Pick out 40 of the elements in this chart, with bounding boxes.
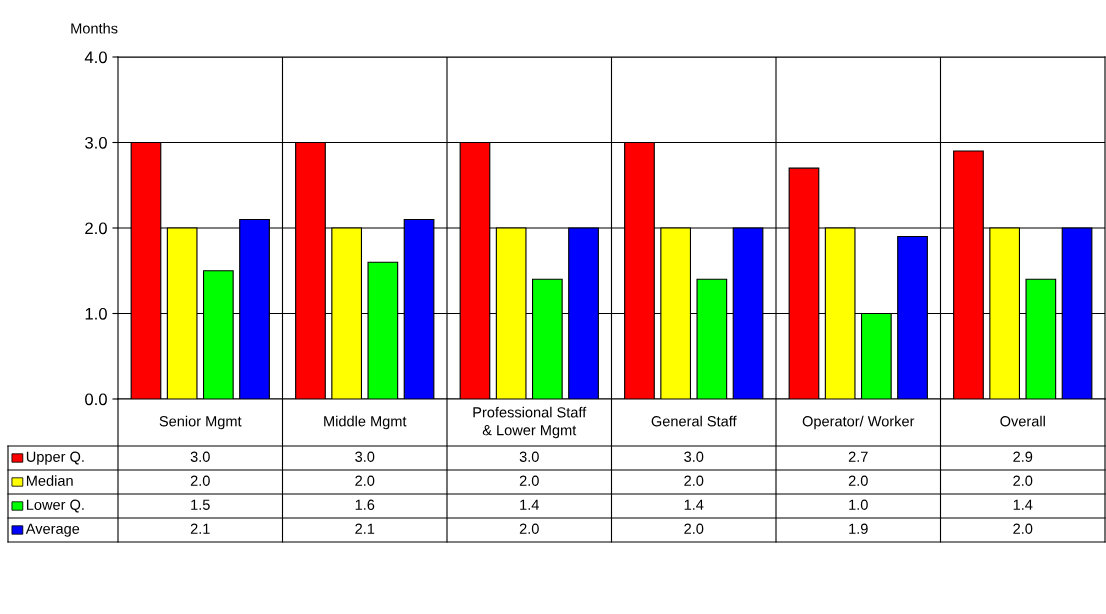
data-label: 2.0 — [1013, 475, 1033, 486]
data-label: 1.9 — [849, 523, 868, 534]
data-label: 2.0 — [684, 475, 704, 486]
data-label: 1.4 — [684, 499, 704, 510]
x-tick-label: General Staff — [651, 415, 737, 427]
data-label: 2.1 — [355, 523, 375, 534]
x-tick-label: Middle Mgmt — [324, 415, 407, 430]
data-label: 2.1 — [190, 523, 210, 534]
x-tick-label: Senior Mgmt — [159, 415, 242, 430]
data-label: 1.4 — [520, 499, 539, 510]
data-label: 1.0 — [849, 499, 868, 510]
data-label: 3.0 — [684, 451, 704, 462]
legend-label: Median — [26, 475, 73, 486]
y-tick-label: 4.0 — [84, 51, 107, 64]
data-label: 3.0 — [355, 451, 375, 462]
y-tick-label: 2.0 — [85, 222, 107, 235]
y-axis-title: Months — [71, 22, 118, 34]
data-label: 2.9 — [1013, 451, 1033, 462]
data-label: 1.6 — [355, 499, 375, 510]
data-label: 2.0 — [355, 475, 375, 486]
data-label: 2.0 — [519, 523, 539, 534]
data-label: 1.5 — [191, 499, 210, 510]
legend-label: Lower Q. — [26, 499, 84, 513]
data-label: 3.0 — [519, 451, 539, 462]
y-tick-label: 0.0 — [85, 393, 107, 406]
data-label: 1.4 — [1013, 499, 1033, 510]
data-label: 2.0 — [190, 475, 210, 486]
data-label: 2.0 — [519, 475, 539, 486]
legend-label: Upper Q. — [26, 451, 84, 465]
data-label: 2.7 — [848, 451, 868, 462]
data-label: 2.0 — [684, 523, 704, 534]
data-label: 2.0 — [848, 475, 868, 486]
y-tick-label: 1.0 — [85, 307, 107, 320]
legend-label: Average — [25, 523, 80, 537]
x-tick-label: Overall — [1000, 415, 1045, 427]
data-label: 2.0 — [1013, 523, 1033, 534]
x-tick-label: Operator/ Worker — [802, 415, 915, 430]
x-tick-label: Professional Staff & Lower Mgmt — [473, 406, 587, 439]
y-tick-label: 3.0 — [85, 136, 107, 149]
data-label: 3.0 — [190, 451, 210, 462]
